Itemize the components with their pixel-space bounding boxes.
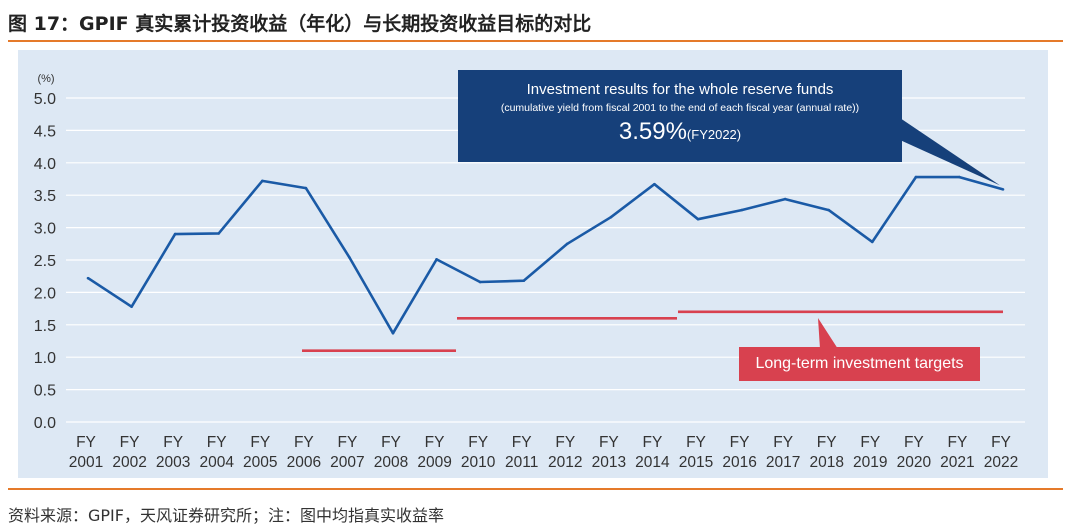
x-tick-label: FY 2004: [199, 434, 234, 471]
data-point: [696, 217, 700, 221]
x-tick-label: FY 2011: [505, 434, 538, 471]
data-point: [522, 279, 526, 283]
y-tick-label: 2.5: [34, 253, 56, 270]
x-tick-label: FY 2005: [243, 434, 277, 471]
callout-value-row: 3.59%(FY2022): [458, 118, 902, 146]
callout-value: 3.59%: [618, 118, 687, 145]
y-tick-label: 4.0: [34, 156, 56, 173]
data-point: [478, 280, 482, 284]
x-tick-label: FY 2003: [156, 434, 190, 471]
y-tick-label: 3.5: [34, 188, 56, 205]
y-tick-label: 0.5: [34, 383, 56, 400]
y-tick-label: 2.0: [34, 285, 56, 302]
data-point: [827, 208, 831, 212]
x-tick-label: FY 2007: [330, 434, 364, 471]
y-tick-label: 5.0: [34, 91, 56, 108]
targets-label: Long-term investment targets: [739, 347, 980, 381]
data-point: [565, 242, 569, 246]
x-tick-label: FY 2002: [112, 434, 146, 471]
x-tick-label: FY 2020: [897, 434, 932, 471]
data-point: [870, 240, 874, 244]
data-point: [304, 186, 308, 190]
callout-pointer: [900, 118, 1000, 186]
y-tick-label: 0.0: [34, 415, 56, 432]
series-points: [86, 175, 1005, 335]
callout-value-note: (FY2022): [686, 127, 742, 142]
gridlines: [66, 97, 1025, 423]
x-tick-label: FY 2022: [984, 434, 1018, 471]
source-note: 资料来源：GPIF，天风证券研究所；注：图中均指真实收益率: [8, 506, 444, 525]
data-point: [391, 331, 395, 335]
x-tick-label: FY 2017: [766, 434, 800, 471]
x-tick-label: FY 2021: [940, 434, 974, 471]
data-point: [609, 215, 613, 219]
x-tick-label: FY 2001: [69, 434, 103, 471]
x-tick-label: FY 2018: [809, 434, 843, 471]
top-rule: [8, 40, 1063, 42]
callout-subtitle: (cumulative yield from fiscal 2001 to th…: [500, 102, 860, 114]
x-tick-label: FY 2006: [287, 434, 321, 471]
data-point: [217, 232, 221, 235]
x-tick-label: FY 2010: [461, 434, 496, 471]
y-tick-label: 1.0: [34, 350, 56, 367]
x-tick-label: FY 2009: [417, 434, 451, 471]
x-tick-label: FY 2019: [853, 434, 887, 471]
data-point: [130, 305, 133, 308]
result-callout: Investment results for the whole reserve…: [458, 70, 902, 162]
series-line-reserve-funds: [87, 175, 1004, 335]
figure-title: 图 17：GPIF 真实累计投资收益（年化）与长期投资收益目标的对比: [8, 13, 592, 35]
data-point: [173, 232, 177, 236]
y-axis-unit: (%): [37, 73, 54, 85]
x-tick-label: FY 2008: [374, 434, 408, 471]
target-label-pointer: [818, 318, 838, 349]
callout-title: Investment results for the whole reserve…: [526, 81, 834, 98]
x-tick-label: FY 2012: [548, 434, 582, 471]
y-axis-ticks: 0.0 0.5 1.0 1.5 2.0 2.5 3.0 3.5 4.0 4.5 5.0: [34, 91, 56, 432]
bottom-rule: [8, 488, 1063, 490]
x-tick-label: FY 2014: [635, 434, 670, 471]
data-point: [1001, 188, 1005, 191]
y-tick-label: 1.5: [34, 318, 56, 335]
x-axis-ticks: FY 2001 FY 2002 FY 2003 FY 2004 FY 2005 FY 2006 FY 20…: [69, 434, 1018, 471]
y-tick-label: 4.5: [34, 123, 56, 140]
data-point: [783, 197, 787, 201]
x-tick-label: FY 2013: [592, 434, 626, 471]
data-point: [653, 182, 656, 186]
data-point: [435, 258, 438, 261]
data-point: [348, 256, 351, 259]
target-lines: [302, 310, 1003, 353]
x-tick-label: FY 2016: [722, 434, 756, 471]
data-point: [740, 208, 743, 212]
y-tick-label: 3.0: [34, 221, 56, 238]
data-point: [958, 175, 961, 179]
data-point: [260, 179, 264, 183]
data-point: [86, 276, 90, 280]
x-tick-label: FY 2015: [679, 434, 713, 471]
data-point: [914, 175, 918, 179]
